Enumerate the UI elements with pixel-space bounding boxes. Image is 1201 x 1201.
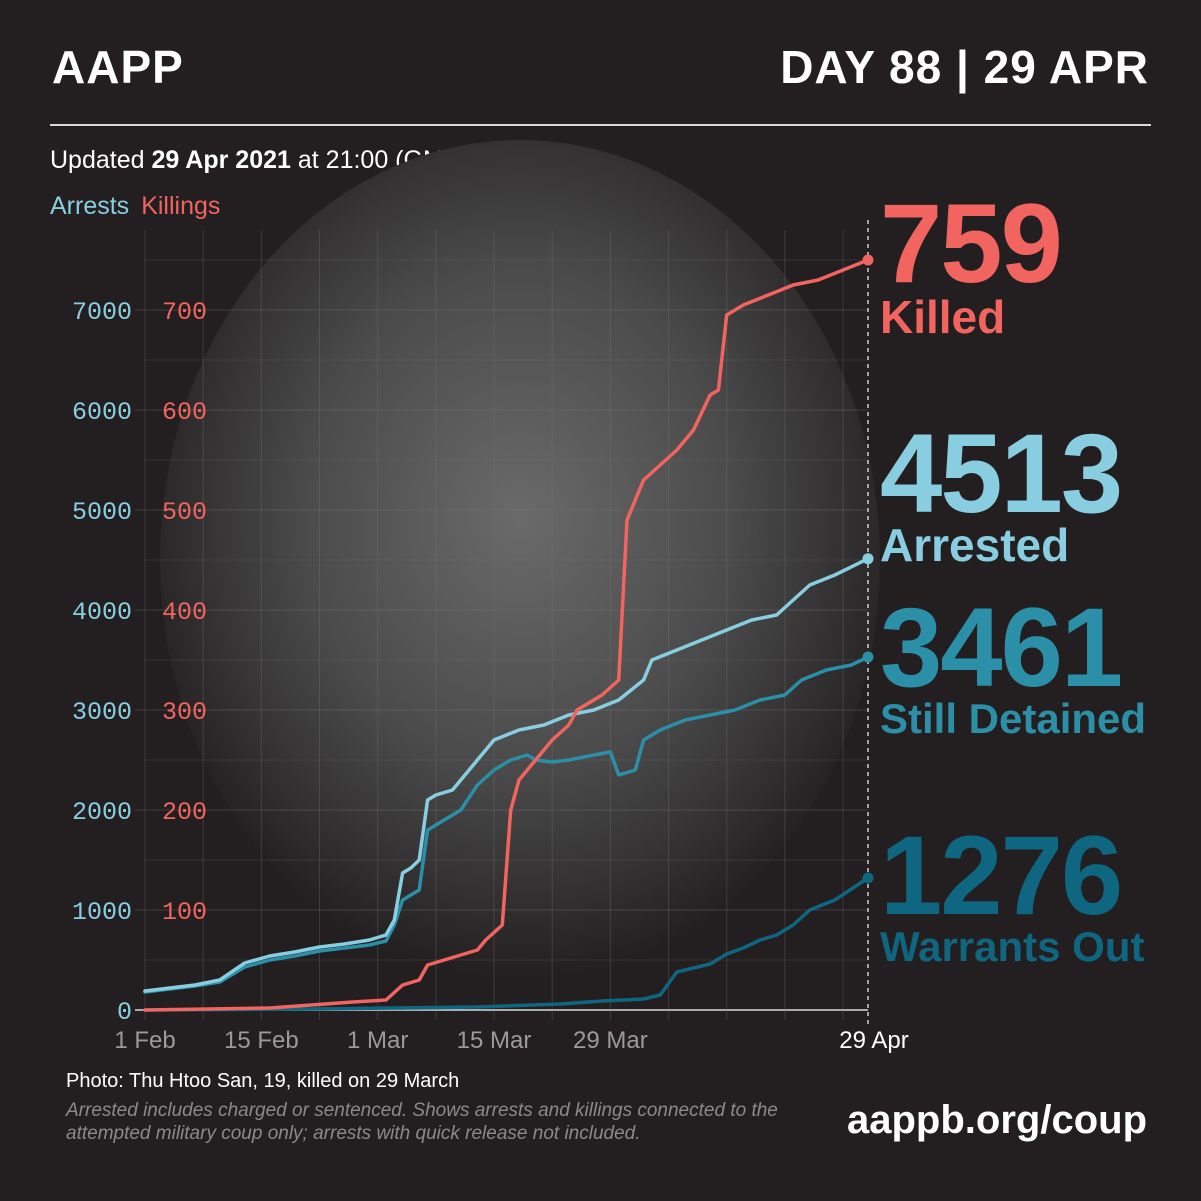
header-divider — [50, 124, 1151, 126]
left-tick-label: 5000 — [72, 498, 132, 527]
warrants-label: Warrants Out — [880, 923, 1145, 970]
x-tick-label: 1 Feb — [114, 1027, 175, 1054]
stat-warrants-out: 1276 Warrants Out — [880, 820, 1144, 968]
left-tick-label: 0 — [117, 998, 132, 1027]
series-line-arrests — [143, 556, 870, 993]
stat-still-detained: 3461 Still Detained — [880, 592, 1146, 740]
x-tick-label: 15 Mar — [457, 1027, 532, 1054]
chart-legend: Arrests Killings — [50, 192, 220, 221]
legend-killings: Killings — [141, 192, 221, 220]
right-tick-label: 700 — [162, 298, 207, 327]
detained-count: 3461 — [880, 585, 1123, 710]
detained-label: Still Detained — [880, 695, 1147, 742]
right-tick-label: 200 — [162, 798, 207, 827]
series-end-dot-arrests — [862, 553, 874, 565]
x-tick-label: 15 Feb — [224, 1027, 299, 1054]
legend-arrests: Arrests — [50, 192, 130, 220]
arrested-count: 4513 — [880, 411, 1123, 536]
methodology-note: Arrested includes charged or sentenced. … — [66, 1100, 778, 1144]
series-end-dot-killings — [862, 254, 874, 266]
left-tick-label: 4000 — [72, 598, 132, 627]
warrants-count: 1276 — [880, 813, 1123, 938]
right-tick-label: 600 — [162, 398, 207, 427]
day-date-heading: DAY 88 | 29 APR — [780, 41, 1149, 93]
background-photo — [160, 140, 880, 980]
series-line-still-detained — [143, 655, 870, 994]
series-end-dot-warrants-out — [862, 872, 874, 884]
left-tick-label: 6000 — [72, 398, 132, 427]
x-tick-label: 1 Mar — [347, 1027, 408, 1054]
photo-credit: Photo: Thu Htoo San, 19, killed on 29 Ma… — [66, 1070, 460, 1092]
left-tick-label: 1000 — [72, 898, 132, 927]
right-tick-label: 500 — [162, 498, 207, 527]
killed-label: Killed — [880, 291, 1006, 343]
series-end-dot-still-detained — [862, 651, 874, 663]
updated-date: 29 Apr 2021 — [151, 146, 291, 174]
left-tick-label: 7000 — [72, 298, 132, 327]
left-tick-label: 2000 — [72, 798, 132, 827]
right-tick-label: 300 — [162, 698, 207, 727]
x-end-label: 29 Apr — [839, 1027, 908, 1054]
source-url: aappb.org/coup — [847, 1098, 1147, 1142]
right-tick-label: 400 — [162, 598, 207, 627]
stat-arrested: 4513 Arrested — [880, 411, 1123, 571]
series-line-warrants-out — [143, 876, 870, 1012]
arrested-label: Arrested — [880, 519, 1070, 571]
left-tick-label: 3000 — [72, 698, 132, 727]
series-line-killings — [143, 258, 870, 1012]
right-tick-label: 100 — [162, 898, 207, 927]
x-tick-label: 29 Mar — [573, 1027, 648, 1054]
aapp-logo: AAPP — [52, 41, 184, 93]
killed-count: 759 — [880, 181, 1063, 306]
stat-killed: 759 Killed — [880, 181, 1063, 343]
updated-prefix: Updated — [50, 146, 152, 174]
